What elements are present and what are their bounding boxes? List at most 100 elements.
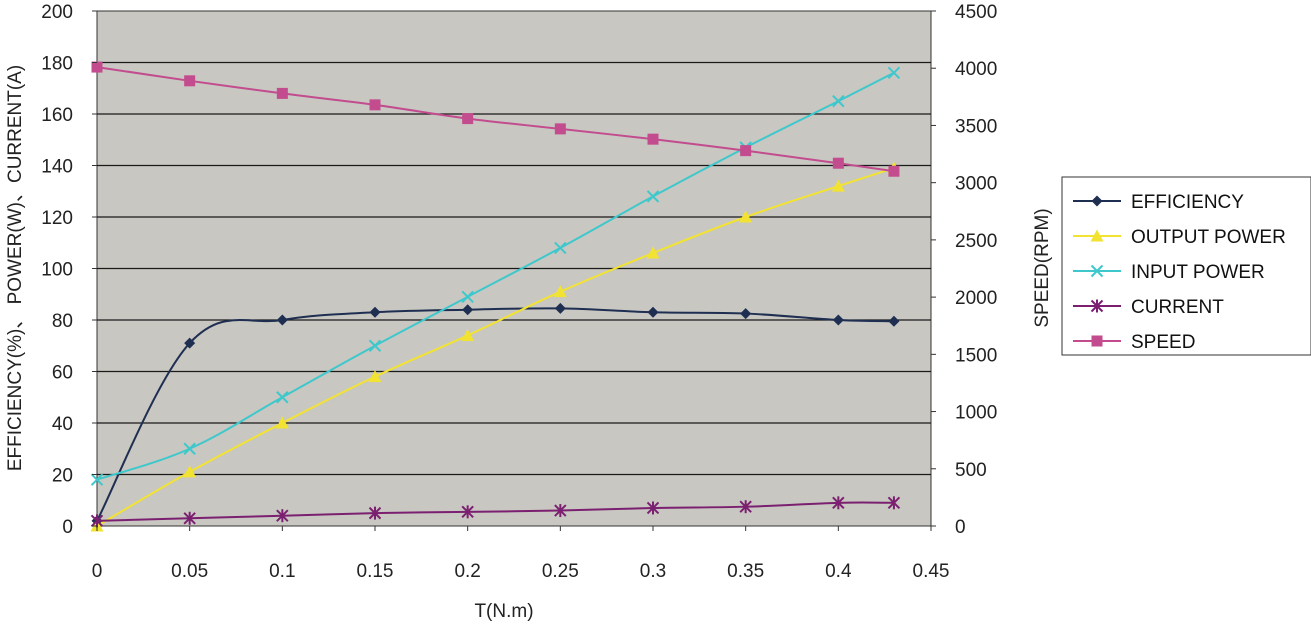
x-tick-label: 0.1 [269,561,295,582]
legend-items: EFFICIENCY OUTPUT POWER INPUT POWER CURRENT… [1073,192,1286,353]
marker-stroke [90,473,104,486]
x-tick-label: 0.25 [542,561,579,582]
series-efficiency [91,302,900,527]
y-left-tick-label: 200 [41,2,73,23]
y-right-tick-label: 1000 [955,403,997,424]
legend-label: CURRENT [1131,297,1224,318]
data-point [461,328,475,341]
y-right-tick-label: 0 [955,517,966,538]
legend-item: CURRENT [1073,297,1224,318]
legend-item: EFFICIENCY [1073,192,1244,213]
data-point [276,314,288,326]
x-tick-label: 0.45 [913,561,950,582]
legend-item: INPUT POWER [1073,262,1265,283]
series-current [90,496,901,528]
legend-marker [1091,335,1103,347]
legend-marker [1090,229,1104,242]
marker-stroke [276,391,289,404]
data-point [462,113,474,125]
data-point [832,314,844,326]
data-point [91,61,103,73]
data-point [887,66,901,80]
data-point [183,465,197,478]
y-axis-left-title: EFFICIENCY(%)、 POWER(W)、CURRENT(A) [5,65,26,471]
data-point [554,241,567,255]
series-speed [91,61,900,177]
legend-marker [1090,264,1104,278]
data-point [554,123,566,135]
legend-marker [1091,195,1103,207]
legend-box [1061,176,1311,356]
legend-label: SPEED [1131,332,1195,353]
data-point [90,514,104,528]
y-left-tick-label: 140 [41,157,73,178]
marker-stroke [887,66,901,80]
data-point [461,505,474,519]
y-left-tick-label: 100 [41,260,73,281]
x-tick-label: 0 [92,561,103,582]
data-point [276,509,289,523]
data-point [646,190,660,203]
data-point [740,145,752,157]
y-right-tick-label: 4500 [955,2,997,23]
data-point [646,246,660,259]
x-tick-label: 0.2 [454,561,480,582]
data-point [276,391,289,404]
data-point [831,179,845,192]
y-right-tick-label: 3500 [955,116,997,137]
data-point [368,339,382,352]
data-point [184,337,196,349]
y-right-tick-label: 2500 [955,231,997,252]
data-point [554,504,567,518]
x-tick-label: 0.4 [825,561,852,582]
data-point [739,500,752,514]
data-point [368,506,382,520]
data-point [369,306,381,318]
y-right-tick-label: 4000 [955,59,997,80]
data-point [888,315,900,327]
data-point [646,501,660,515]
y-left-tick-label: 40 [52,414,73,435]
data-point [275,416,289,429]
tick-labels: 0204060801001201401601802000500100015002… [41,2,997,582]
y-left-tick-label: 180 [41,54,73,75]
legend-item: OUTPUT POWER [1073,227,1286,248]
marker-stroke [832,94,845,108]
legend-label: EFFICIENCY [1131,192,1244,213]
y-left-tick-label: 120 [41,208,73,229]
data-point [647,306,659,318]
marker-stroke [183,442,196,455]
data-point [832,157,844,169]
data-point [183,442,196,455]
x-tick-label: 0.3 [640,561,666,582]
x-tick-label: 0.35 [727,561,764,582]
y-right-tick-label: 1500 [955,345,997,366]
legend: EFFICIENCY OUTPUT POWER INPUT POWER CURRENT… [1061,176,1311,356]
data-point [461,290,474,304]
series-input-power [90,66,901,486]
y-left-tick-label: 0 [62,517,73,538]
series-line [96,501,894,522]
series-line [96,71,895,481]
series-line [96,66,895,173]
data-point [887,496,901,510]
y-right-tick-label: 500 [955,460,987,481]
data-point [739,210,753,223]
y-left-tick-label: 160 [41,105,73,126]
legend-label: INPUT POWER [1131,262,1265,283]
marker-stroke [368,339,382,352]
data-point [740,308,752,320]
x-tick-label: 0.05 [171,561,208,582]
data-point [90,473,104,486]
data-point [276,87,288,99]
series-line [96,167,895,527]
marker-stroke [1090,264,1104,278]
marker-stroke [461,290,474,304]
data-point [369,99,381,111]
x-tick-label: 0.15 [357,561,394,582]
y-axis-right-title: SPEED(RPM) [1032,208,1053,327]
data-point [832,496,845,510]
series-layer [90,61,901,532]
marker-stroke [554,241,567,255]
data-point [184,75,196,87]
